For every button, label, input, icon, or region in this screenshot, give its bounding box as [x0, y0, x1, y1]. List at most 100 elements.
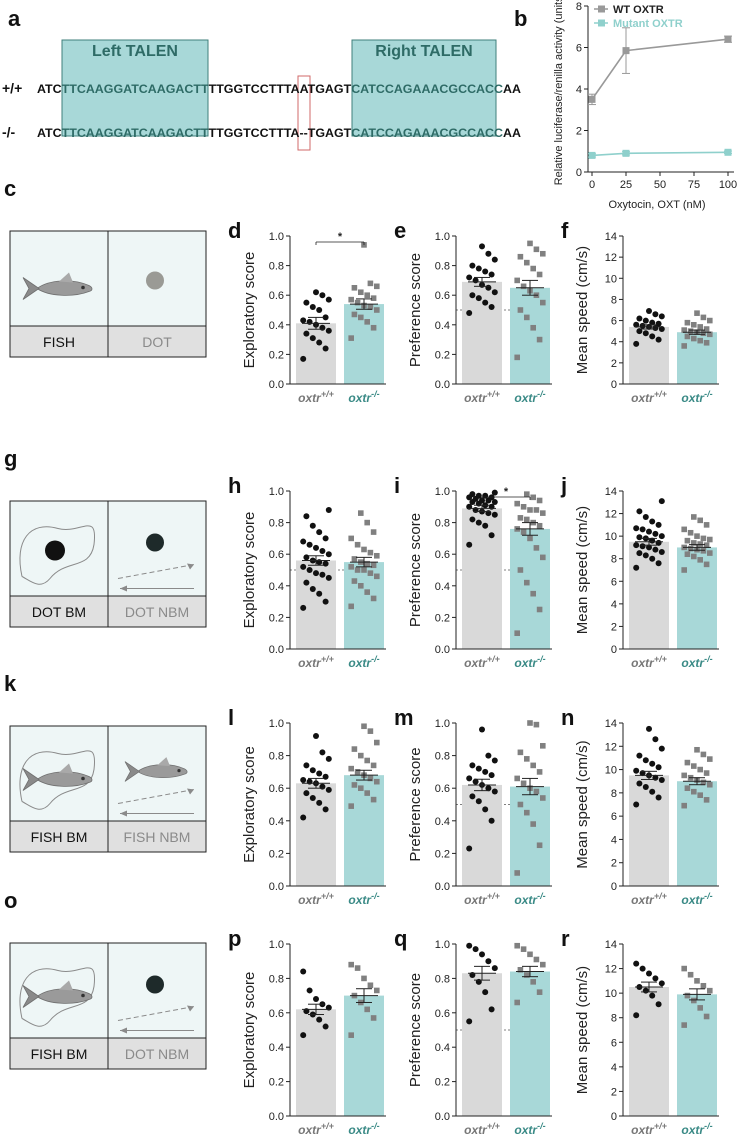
data-point-wt — [652, 546, 659, 553]
left-talen-label: Left TALEN — [92, 43, 178, 60]
data-point-mutant — [691, 335, 697, 342]
data-point-wt — [491, 289, 498, 296]
dot-icon — [45, 540, 65, 561]
right-compartment-label: FISH NBM — [124, 829, 191, 845]
data-point-mutant — [351, 782, 358, 788]
data-point-mutant — [374, 778, 380, 785]
data-point-wt — [658, 313, 665, 320]
bar-wt — [462, 784, 502, 886]
arrow-right-icon — [187, 1005, 194, 1012]
legend-entry: Mutant OXTR — [613, 18, 683, 30]
data-point-wt — [642, 757, 649, 764]
data-point-mutant — [530, 821, 536, 827]
data-point-mutant — [364, 1006, 370, 1013]
data-point-wt — [316, 529, 323, 536]
panel-letter-b: b — [514, 6, 527, 31]
biological-motion-path — [19, 525, 96, 585]
y-tick-label: 0.8 — [269, 518, 284, 530]
data-point-mutant — [527, 951, 533, 958]
x-label-wt: oxtr+/+ — [298, 654, 334, 670]
data-point-wt — [325, 755, 332, 762]
data-point-mutant — [530, 979, 536, 985]
x-tick-label: 50 — [654, 179, 666, 191]
data-point-mutant — [520, 529, 527, 535]
y-axis-title: Mean speed (cm/s) — [574, 966, 591, 1094]
x-label-mutant: oxtr-/- — [514, 1121, 545, 1137]
data-point-wt — [472, 277, 479, 284]
y-tick-label: 12 — [605, 741, 617, 753]
data-point-mutant — [536, 769, 543, 775]
y-tick-label: 0 — [576, 167, 582, 179]
data-point-mutant — [703, 1013, 710, 1020]
data-point-mutant — [358, 752, 364, 759]
y-tick-label: 0.2 — [269, 848, 284, 860]
data-point-mutant — [514, 870, 520, 876]
data-point-mutant — [707, 756, 713, 762]
y-tick-label: 2 — [611, 1086, 617, 1098]
data-point-wt — [466, 309, 473, 316]
y-axis-title: Exploratory score — [241, 972, 258, 1089]
data-point-mutant — [707, 536, 713, 543]
bar-wt — [462, 973, 502, 1116]
chart-e: e oxtr+/+ oxtr-/- 0.0 0.2 0.4 0.6 0.8 1.0 Prefere… — [394, 218, 552, 405]
data-point-wt — [313, 733, 319, 740]
panel-letter-f: f — [561, 218, 569, 243]
data-point-mutant — [691, 763, 697, 769]
nbm-path-out — [117, 789, 195, 804]
bar-wt — [296, 1009, 336, 1116]
y-tick-label: 14 — [605, 486, 617, 498]
data-point-wt — [325, 574, 332, 581]
data-point-mutant — [694, 310, 700, 316]
panel-letter-l: l — [228, 705, 234, 730]
chart-d: d oxtr+/+ oxtr-/- 0.0 0.2 0.4 0.6 0.8 1.0 Explora… — [228, 218, 386, 405]
dot-icon — [146, 533, 164, 552]
data-point-wt — [482, 806, 489, 813]
y-tick-label: 0.6 — [269, 1008, 284, 1020]
data-point-mutant — [354, 965, 361, 971]
data-point-wt — [639, 543, 646, 550]
x-label-wt: oxtr+/+ — [464, 1121, 500, 1137]
data-point-mutant — [536, 497, 543, 504]
data-point-mutant — [527, 535, 533, 542]
data-point-mutant — [700, 751, 707, 758]
data-point-wt — [309, 522, 316, 529]
schematic-k: k FISH BM FISH NBM — [4, 671, 207, 853]
data-point-mutant — [536, 271, 543, 278]
bar-mutant — [510, 528, 550, 649]
data-point-wt — [475, 519, 482, 526]
y-tick-label: 6 — [611, 316, 617, 328]
y-tick-label: 0.4 — [269, 581, 284, 593]
y-tick-label: 0.4 — [435, 581, 450, 593]
data-point-mutant — [700, 982, 707, 989]
arrow-left-icon — [120, 1027, 127, 1034]
data-point-mutant — [687, 545, 694, 552]
data-point-wt — [322, 345, 329, 352]
panel-letter-i: i — [394, 473, 400, 498]
data-point-wt — [303, 790, 310, 797]
panel-letter-j: j — [560, 473, 567, 498]
y-tick-label: 0.4 — [435, 1042, 450, 1054]
data-point-mutant — [536, 842, 543, 849]
data-point-wt — [469, 762, 476, 769]
y-tick-label: 0.8 — [435, 751, 450, 763]
data-point-mutant — [524, 972, 530, 978]
fish-icon — [22, 763, 93, 791]
data-point-mutant — [700, 535, 707, 542]
data-point-wt — [322, 560, 329, 567]
data-point-wt — [316, 559, 323, 566]
significance-marker: * — [504, 486, 509, 498]
y-tick-label: 0.6 — [269, 549, 284, 561]
data-point-mutant — [691, 514, 697, 520]
y-tick-label: 0.8 — [435, 973, 450, 985]
data-point-mutant — [517, 967, 524, 973]
data-point-wt — [319, 292, 326, 299]
x-label-wt: oxtr+/+ — [298, 891, 334, 907]
data-point-mutant — [540, 795, 546, 801]
y-tick-label: 0.2 — [435, 848, 450, 860]
data-point-wt — [636, 315, 643, 322]
legend-entry: WT OXTR — [613, 4, 664, 16]
data-point-wt — [309, 335, 316, 342]
data-point-mutant — [367, 775, 374, 782]
data-point-mutant — [520, 780, 527, 787]
